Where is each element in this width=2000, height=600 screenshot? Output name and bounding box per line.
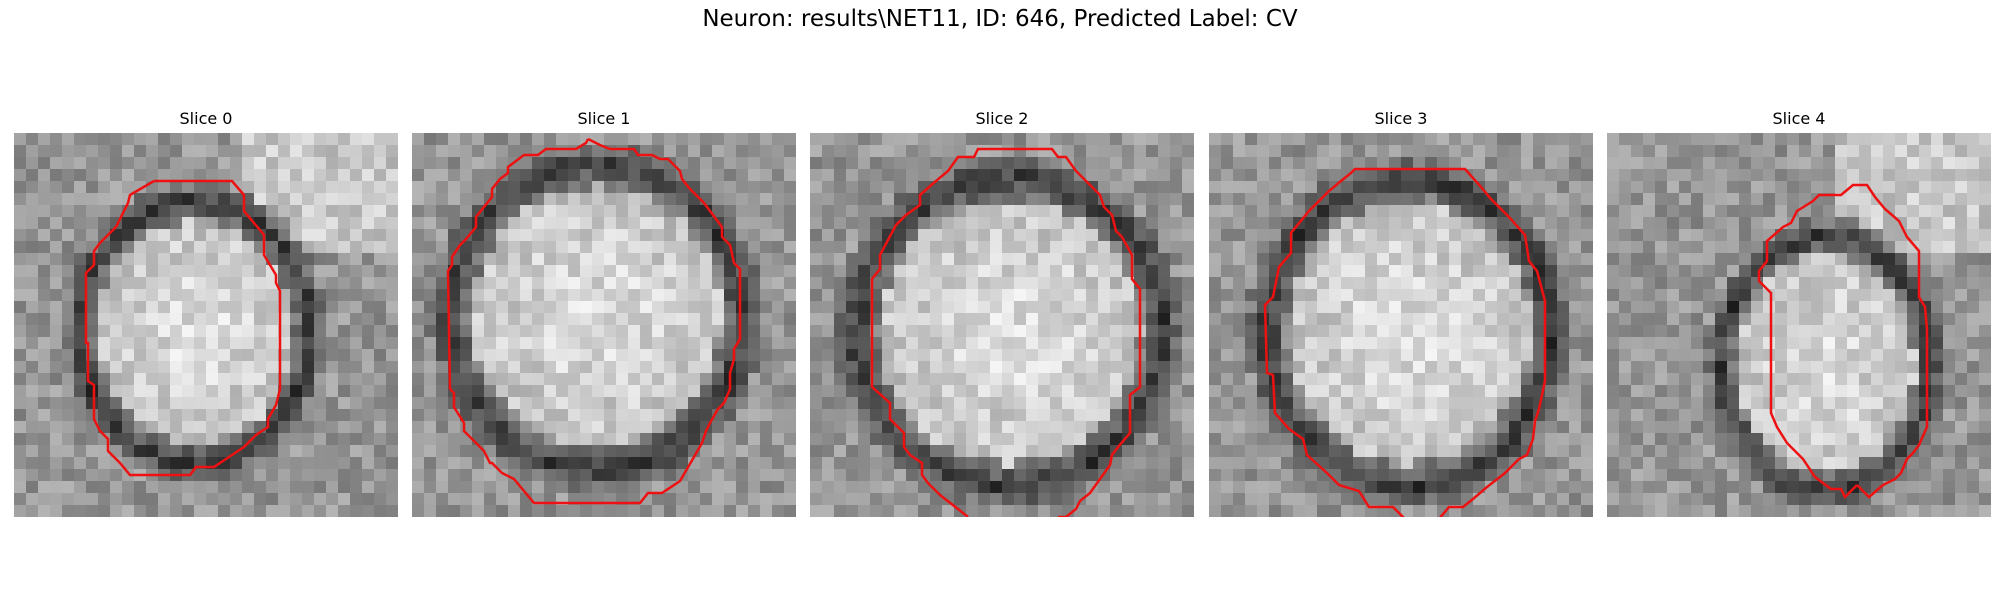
- slice-title-0: Slice 0: [179, 109, 233, 128]
- contour-outline-4: [1757, 183, 1929, 500]
- contour-line-2: [870, 147, 1142, 517]
- contour-line-3: [1263, 167, 1547, 517]
- slice-panel-3: Slice 3: [1209, 108, 1593, 517]
- slice-title-4: Slice 4: [1772, 109, 1826, 128]
- slice-panel-4: Slice 4: [1607, 108, 1991, 517]
- contour-line-1: [446, 137, 742, 505]
- contour-outline-1: [446, 137, 742, 505]
- slice-title-3: Slice 3: [1374, 109, 1428, 128]
- contour-outline-2: [870, 147, 1142, 517]
- figure-title: Neuron: results\NET11, ID: 646, Predicte…: [702, 6, 1298, 32]
- slice-panel-2: Slice 2: [810, 108, 1194, 517]
- contour-outline-3: [1263, 167, 1547, 517]
- slice-title-2: Slice 2: [975, 109, 1029, 128]
- contour-line-4: [1757, 183, 1929, 500]
- slice-panel-0: Slice 0: [14, 108, 398, 517]
- contour-line-0: [84, 179, 282, 477]
- slice-image-0: [14, 133, 398, 517]
- contour-outline-0: [84, 179, 282, 477]
- slice-image-2: [810, 133, 1194, 517]
- slice-image-1: [412, 133, 796, 517]
- slice-title-1: Slice 1: [577, 109, 631, 128]
- slice-panel-1: Slice 1: [412, 108, 796, 517]
